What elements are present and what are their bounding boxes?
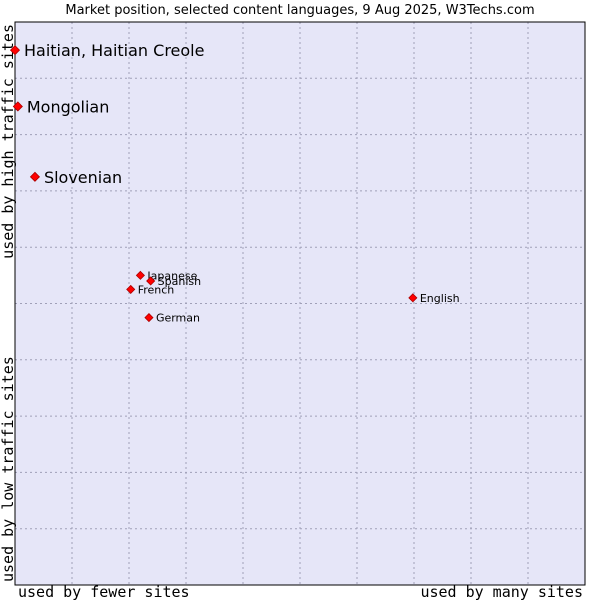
data-point-spanish: Spanish xyxy=(146,275,201,288)
data-point-slovenian: Slovenian xyxy=(29,168,122,187)
data-point-haitian-haitian-creole: Haitian, Haitian Creole xyxy=(9,41,204,60)
point-marker-haitian-haitian-creole xyxy=(9,45,21,56)
point-marker-spanish xyxy=(146,276,156,286)
point-label-french: French xyxy=(138,283,175,296)
gridlines xyxy=(15,22,585,585)
data-point-english: English xyxy=(408,292,460,305)
data-point-japanese: Japanese xyxy=(135,269,198,282)
point-label-mongolian: Mongolian xyxy=(27,97,110,116)
point-label-haitian-haitian-creole: Haitian, Haitian Creole xyxy=(24,41,204,60)
y-axis-label-top: used by high traffic sites xyxy=(0,24,17,259)
point-label-english: English xyxy=(420,292,460,305)
point-marker-mongolian xyxy=(12,101,23,112)
point-marker-slovenian xyxy=(29,171,41,182)
data-point-german: German xyxy=(144,312,200,325)
data-point-mongolian: Mongolian xyxy=(12,97,110,116)
x-axis-label-left: used by fewer sites xyxy=(18,583,190,600)
data-point-french: French xyxy=(126,283,175,296)
plot-border xyxy=(14,21,586,586)
point-label-german: German xyxy=(156,312,200,325)
point-marker-german xyxy=(144,313,154,323)
x-axis-label-right: used by many sites xyxy=(420,583,583,600)
point-label-spanish: Spanish xyxy=(158,275,201,288)
point-marker-english xyxy=(408,293,418,303)
point-label-japanese: Japanese xyxy=(146,269,197,282)
y-axis-label-bottom: used by low traffic sites xyxy=(0,356,17,582)
point-label-slovenian: Slovenian xyxy=(44,168,122,187)
chart-title: Market position, selected content langua… xyxy=(65,3,534,18)
data-points: Haitian, Haitian Creole Mongolian Slovenia… xyxy=(9,41,460,325)
point-marker-french xyxy=(126,284,136,294)
point-marker-japanese xyxy=(135,270,145,280)
